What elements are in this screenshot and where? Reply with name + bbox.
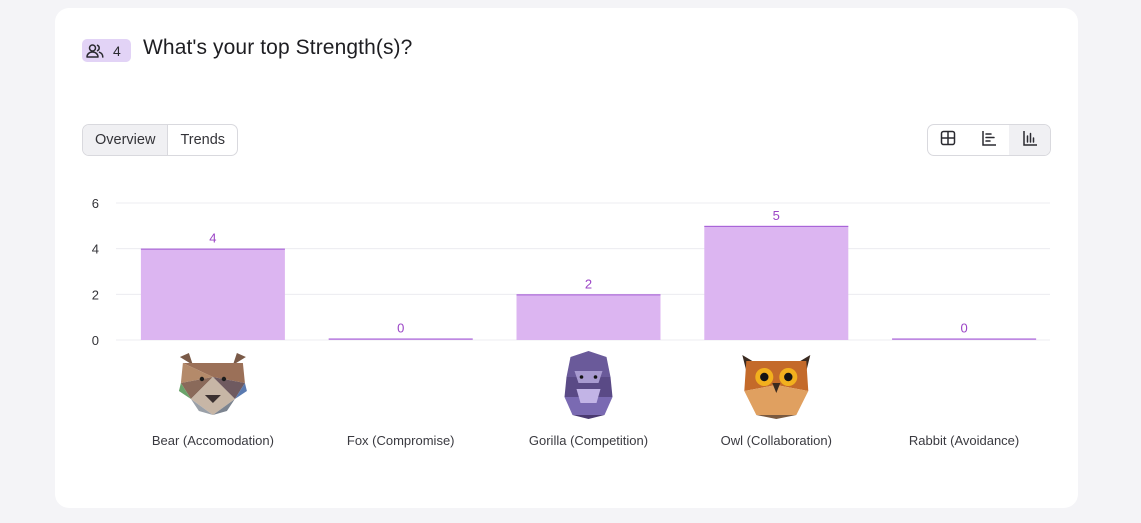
y-tick-label: 0 bbox=[92, 333, 99, 348]
category-label: Gorilla (Competition) bbox=[529, 433, 648, 448]
question-badge: 4 bbox=[82, 39, 131, 62]
bar[interactable] bbox=[704, 225, 849, 340]
tab-trends[interactable]: Trends bbox=[180, 132, 226, 148]
category-label: Owl (Collaboration) bbox=[721, 433, 832, 448]
bar-value-label: 0 bbox=[960, 321, 967, 336]
bar[interactable] bbox=[140, 248, 285, 340]
vertical-bar-view-icon bbox=[1022, 130, 1038, 151]
question-number: 4 bbox=[113, 42, 121, 59]
tab-overview[interactable]: Overview bbox=[83, 125, 169, 155]
bar-value-label: 2 bbox=[585, 276, 592, 291]
owl-icon bbox=[742, 355, 811, 419]
view-toggle bbox=[927, 124, 1051, 156]
bar-value-label: 4 bbox=[209, 231, 216, 246]
bear-icon bbox=[178, 353, 247, 415]
y-tick-label: 4 bbox=[92, 242, 99, 257]
bar[interactable] bbox=[516, 294, 661, 340]
vertical-bar-view-button[interactable] bbox=[1009, 125, 1050, 155]
question-title: What's your top Strength(s)? bbox=[143, 36, 413, 59]
y-tick-label: 6 bbox=[92, 196, 99, 211]
people-icon bbox=[86, 43, 104, 59]
gorilla-icon bbox=[564, 351, 613, 419]
bar-value-label: 0 bbox=[397, 321, 404, 336]
table-view-button[interactable] bbox=[928, 125, 969, 155]
horizontal-bar-view-icon bbox=[981, 130, 997, 151]
category-label: Rabbit (Avoidance) bbox=[909, 433, 1019, 448]
horizontal-bar-view-button[interactable] bbox=[969, 125, 1010, 155]
bar-value-label: 5 bbox=[773, 208, 780, 223]
table-view-icon bbox=[940, 130, 956, 151]
y-tick-label: 2 bbox=[92, 287, 99, 302]
category-label: Bear (Accomodation) bbox=[152, 433, 274, 448]
category-label: Fox (Compromise) bbox=[347, 433, 455, 448]
tab-bar: Overview Trends bbox=[82, 124, 239, 156]
